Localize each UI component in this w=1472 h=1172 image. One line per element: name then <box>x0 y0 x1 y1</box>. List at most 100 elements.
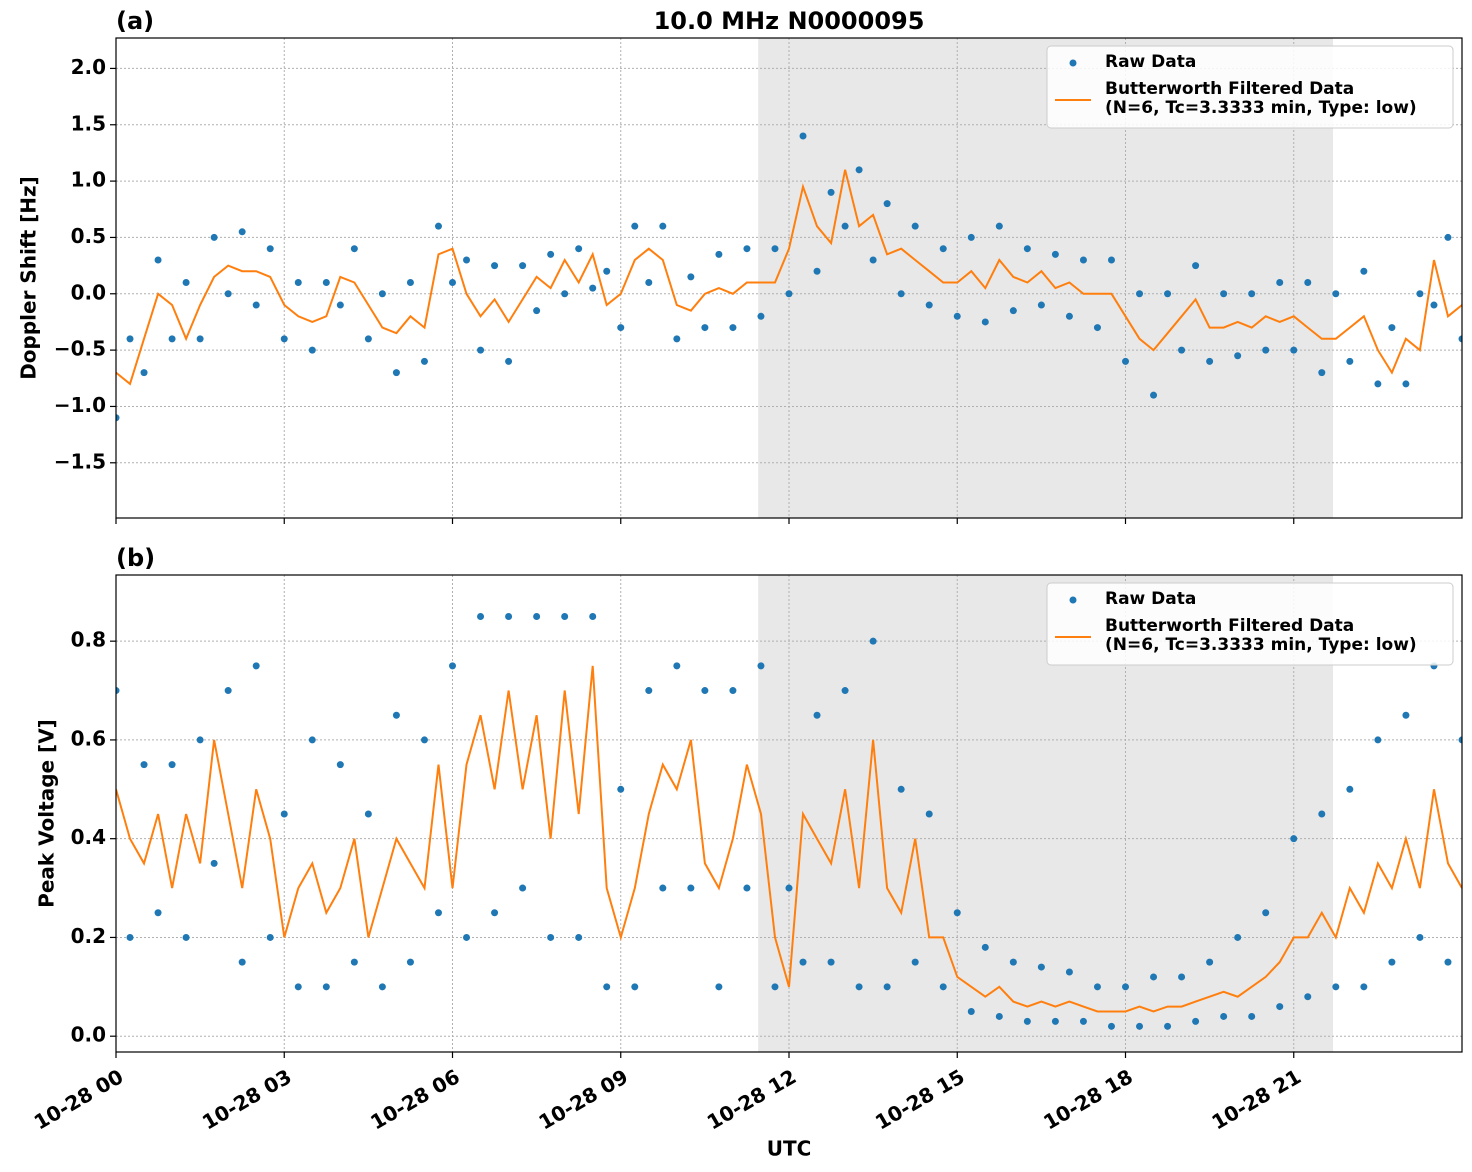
raw-point <box>1051 1017 1059 1025</box>
raw-point <box>897 290 905 298</box>
raw-point <box>799 958 807 966</box>
plot-area <box>116 132 1462 422</box>
raw-point <box>1206 357 1214 365</box>
raw-point <box>1037 963 1045 971</box>
raw-point <box>1458 335 1462 343</box>
raw-point <box>126 335 134 343</box>
raw-point <box>827 188 835 196</box>
raw-point <box>126 933 134 941</box>
raw-point <box>729 687 737 695</box>
raw-point <box>420 357 428 365</box>
raw-point <box>813 711 821 719</box>
raw-point <box>925 301 933 309</box>
raw-point <box>1402 380 1410 388</box>
raw-point <box>350 958 358 966</box>
raw-point <box>1220 290 1228 298</box>
chart-title: 10.0 MHz N0000095 <box>654 7 925 35</box>
raw-point <box>1023 1017 1031 1025</box>
raw-point <box>911 958 919 966</box>
raw-point <box>687 884 695 892</box>
raw-point <box>154 909 162 917</box>
raw-point <box>701 324 709 332</box>
y-tick-label: 1.5 <box>71 111 106 135</box>
raw-point <box>701 687 709 695</box>
raw-point <box>1276 1003 1284 1011</box>
y-tick-label: −0.5 <box>54 337 106 361</box>
raw-point <box>1346 357 1354 365</box>
raw-point <box>645 279 653 287</box>
raw-point <box>1150 973 1158 981</box>
y-axis-label: Peak Voltage [V] <box>35 719 59 908</box>
raw-point <box>547 250 555 258</box>
raw-point <box>757 662 765 670</box>
raw-point <box>1164 1022 1172 1030</box>
raw-point <box>645 687 653 695</box>
x-tick-label: 10-28 03 <box>198 1064 296 1134</box>
raw-point <box>1402 711 1410 719</box>
raw-point <box>561 290 569 298</box>
y-tick-label: 0.0 <box>71 280 106 304</box>
raw-point <box>1192 1017 1200 1025</box>
raw-point <box>449 279 456 287</box>
raw-point <box>785 290 793 298</box>
raw-point <box>1122 357 1129 365</box>
raw-point <box>785 884 793 892</box>
raw-point <box>1346 785 1354 793</box>
raw-point <box>378 983 386 991</box>
raw-point <box>771 983 779 991</box>
raw-point <box>280 810 288 818</box>
y-tick-label: −1.0 <box>54 393 106 417</box>
raw-point <box>673 335 681 343</box>
raw-point <box>1262 909 1270 917</box>
legend-entry: Raw Data <box>1105 590 1196 609</box>
raw-point <box>364 810 372 818</box>
raw-point <box>617 324 625 332</box>
raw-point <box>505 612 513 620</box>
raw-point <box>799 132 807 140</box>
raw-point <box>1290 346 1298 354</box>
raw-point <box>1276 279 1284 287</box>
raw-point <box>1093 983 1101 991</box>
raw-point <box>1122 983 1129 991</box>
raw-point <box>841 222 849 230</box>
legend-label: Butterworth Filtered Data (N=6, Tc=3.333… <box>1105 80 1417 118</box>
raw-point <box>1360 267 1368 275</box>
raw-point <box>1192 262 1200 270</box>
raw-point <box>715 983 723 991</box>
y-tick-label: 0.0 <box>71 1023 106 1047</box>
raw-point <box>967 1008 975 1016</box>
raw-point <box>1065 968 1073 976</box>
raw-point <box>925 810 933 818</box>
raw-point <box>631 983 639 991</box>
filtered-line <box>116 665 1462 1013</box>
raw-point <box>1023 245 1031 253</box>
raw-point <box>869 256 877 264</box>
raw-point <box>1388 324 1396 332</box>
raw-point <box>1136 290 1144 298</box>
legend-marker <box>1069 59 1077 67</box>
y-tick-label: 2.0 <box>71 55 106 79</box>
raw-point <box>1178 973 1186 981</box>
raw-point <box>1416 290 1424 298</box>
raw-point <box>1332 983 1340 991</box>
raw-point <box>1430 301 1438 309</box>
raw-point <box>322 279 330 287</box>
raw-point <box>1009 958 1017 966</box>
raw-point <box>392 369 400 377</box>
raw-point <box>463 256 471 264</box>
raw-point <box>294 279 302 287</box>
raw-point <box>168 761 176 769</box>
raw-point <box>1444 958 1452 966</box>
raw-point <box>266 933 274 941</box>
raw-point <box>547 933 555 941</box>
raw-point <box>617 785 625 793</box>
raw-point <box>154 256 162 264</box>
y-tick-label: 0.5 <box>71 224 106 248</box>
raw-point <box>757 312 765 320</box>
raw-point <box>378 290 386 298</box>
raw-point <box>406 279 414 287</box>
x-tick-label: 10-28 12 <box>703 1064 801 1134</box>
legend-marker <box>1069 596 1077 604</box>
raw-point <box>869 637 877 645</box>
